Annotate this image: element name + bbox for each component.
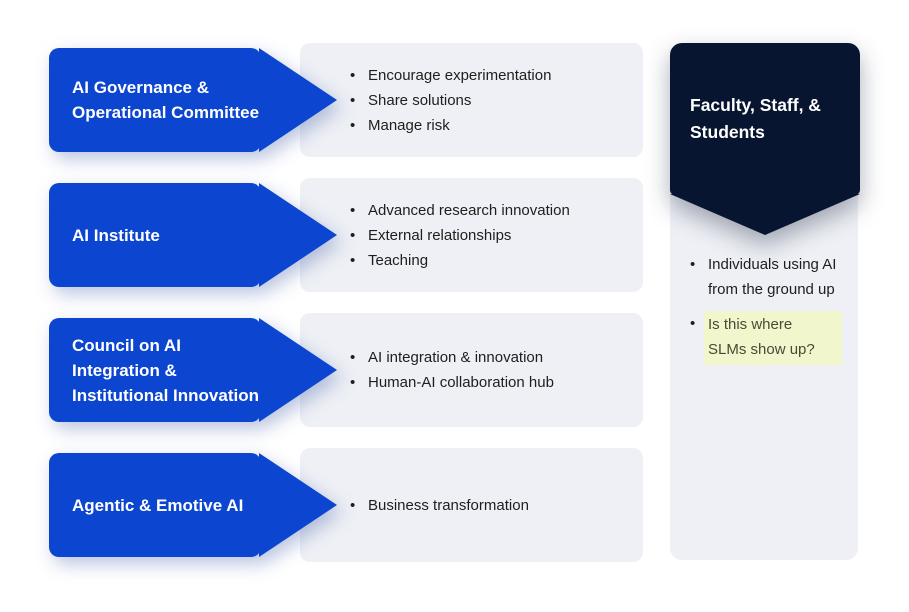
bullet-item: • Business transformation [350, 493, 629, 518]
bullet-list: • Encourage experimentation • Share soluti… [350, 63, 629, 138]
banner-label: Faculty, Staff, & Students [690, 95, 821, 142]
bullet-item: • Manage risk [350, 113, 629, 138]
bullet-item: • Human-AI collaboration hub [350, 370, 629, 395]
bullet-panel-governance: • Encourage experimentation • Share soluti… [300, 43, 643, 157]
bullet-item: • Teaching [350, 248, 629, 273]
bullet-panel-council: • AI integration & innovation • Human-AI c… [300, 313, 643, 427]
bullet-item: • AI integration & innovation [350, 345, 629, 370]
arrow-label: AI Institute [72, 225, 160, 245]
bullet-panel-institute: • Advanced research innovation • External … [300, 178, 643, 292]
bullet-text: Encourage experimentation [368, 66, 552, 84]
bullet-text: Advanced research innovation [368, 201, 570, 219]
bullet-text: Human-AI collaboration hub [368, 374, 554, 391]
bullet-dot-icon: • [350, 496, 356, 514]
bullet-dot-icon: • [350, 201, 356, 219]
bullet-text: Individuals using AI from the ground up [708, 256, 837, 298]
bullet-list: • Advanced research innovation • External … [350, 198, 629, 273]
bullet-panel-agentic: • Business transformation [300, 448, 643, 562]
bullet-dot-icon: • [350, 349, 356, 366]
arrow-label: Council on AI Integration & Institutiona… [72, 335, 259, 405]
bullet-list: • Business transformation [350, 493, 629, 518]
bullet-text: AI integration & innovation [368, 349, 544, 366]
arrow-body [49, 318, 261, 422]
bullet-dot-icon: • [690, 315, 696, 332]
banner-body: Faculty, Staff, & Students [670, 43, 860, 195]
highlighted-bullet-text: Is this where SLMs show up? [704, 311, 842, 365]
bullet-item: • Is this where SLMs show up? [690, 311, 846, 365]
arrow-label: AI Governance & Operational Committee [72, 78, 260, 122]
bullet-text: Teaching [368, 251, 429, 269]
bullet-text: Manage risk [368, 116, 450, 134]
faculty-banner: Faculty, Staff, & Students [670, 43, 860, 235]
bullet-item: • Individuals using AI from the ground up [690, 252, 846, 302]
bullet-list: • Individuals using AI from the ground up… [690, 252, 846, 365]
bullet-list: • AI integration & innovation • Human-AI c… [350, 345, 629, 395]
bullet-dot-icon: • [350, 91, 356, 109]
bullet-text: Business transformation [368, 496, 529, 514]
arrow-body [49, 48, 261, 152]
arrow-institute: AI Institute [49, 183, 337, 287]
arrow-body [49, 183, 261, 287]
bullet-item: • External relationships [350, 223, 629, 248]
arrow-label: Agentic & Emotive AI [72, 495, 244, 515]
arrow-council: Council on AI Integration & Institutiona… [49, 318, 337, 422]
banner-point [670, 194, 860, 235]
bullet-item: • Encourage experimentation [350, 63, 629, 88]
bullet-dot-icon: • [350, 226, 356, 244]
bullet-dot-icon: • [350, 116, 356, 134]
bullet-text: Share solutions [368, 91, 472, 109]
bullet-dot-icon: • [350, 66, 356, 84]
bullet-dot-icon: • [690, 256, 696, 273]
bullet-item: • Advanced research innovation [350, 198, 629, 223]
bullet-dot-icon: • [350, 251, 356, 269]
bullet-text: External relationships [368, 226, 512, 244]
arrow-body [49, 453, 261, 557]
arrow-agentic: Agentic & Emotive AI [49, 453, 337, 557]
bullet-dot-icon: • [350, 374, 356, 391]
bullet-item: • Share solutions [350, 88, 629, 113]
arrow-governance: AI Governance & Operational Committee [49, 48, 337, 152]
